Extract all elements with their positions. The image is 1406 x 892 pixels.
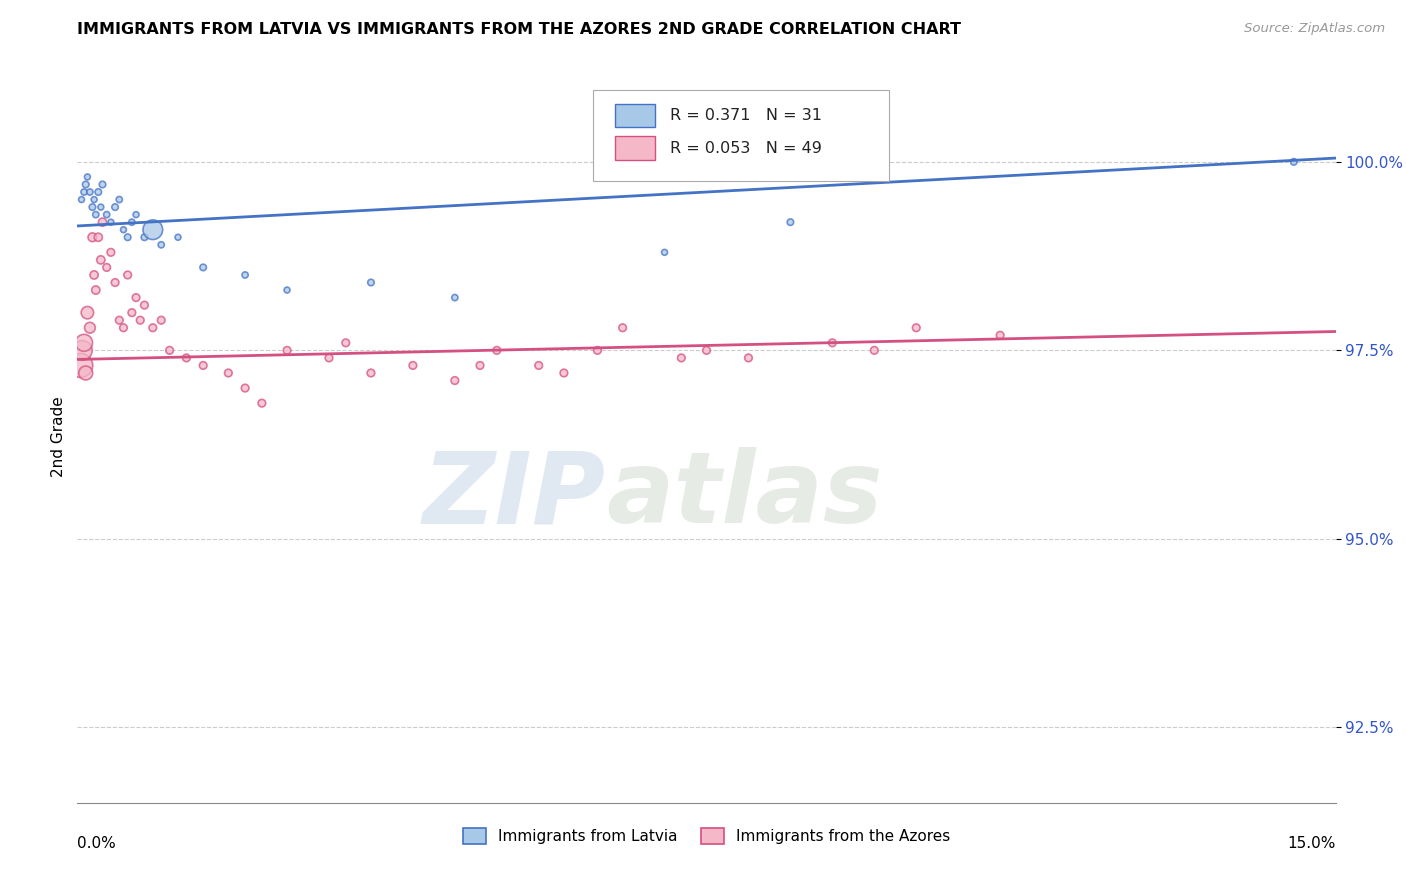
Point [335,335,357,350]
Point [142,223,165,237]
Point [91,215,114,229]
Point [104,276,127,290]
Point [360,366,382,380]
Point [96,208,118,222]
Point [121,215,143,229]
Point [167,230,190,244]
Point [159,343,181,358]
Y-axis label: 2nd Grade: 2nd Grade [51,397,66,477]
Point [100,245,122,260]
Point [91,178,114,192]
Point [125,291,148,305]
Point [1282,154,1305,169]
Text: ZIP: ZIP [423,447,606,544]
Point [276,343,298,358]
Point [905,320,928,334]
Point [83,193,105,207]
Point [84,208,107,222]
Text: IMMIGRANTS FROM LATVIA VS IMMIGRANTS FROM THE AZORES 2ND GRADE CORRELATION CHART: IMMIGRANTS FROM LATVIA VS IMMIGRANTS FRO… [77,22,962,37]
Point [142,320,165,334]
Point [217,366,239,380]
Point [360,276,382,290]
Point [779,215,801,229]
Point [79,320,101,334]
FancyBboxPatch shape [614,136,655,160]
Point [988,328,1011,343]
FancyBboxPatch shape [593,90,889,181]
Point [586,343,609,358]
Point [76,169,98,184]
Point [117,230,139,244]
Point [83,268,105,282]
Point [108,193,131,207]
Text: 0.0%: 0.0% [77,836,117,851]
Point [72,343,94,358]
Point [104,200,127,214]
Point [654,245,676,260]
Point [112,223,135,237]
Text: Source: ZipAtlas.com: Source: ZipAtlas.com [1244,22,1385,36]
Point [402,359,425,373]
Point [96,260,118,275]
Point [150,237,173,252]
Point [108,313,131,327]
Point [90,252,112,267]
Point [87,185,110,199]
Point [73,335,96,350]
Point [75,366,97,380]
Point [100,215,122,229]
Point [76,306,98,320]
Point [191,260,215,275]
Point [821,335,844,350]
Point [318,351,340,365]
Point [250,396,273,410]
Point [671,351,693,365]
Point [485,343,508,358]
Point [75,178,97,192]
Point [87,230,110,244]
Point [121,306,143,320]
Text: atlas: atlas [606,447,883,544]
Point [82,200,104,214]
Point [444,374,467,388]
Point [70,193,93,207]
Text: 15.0%: 15.0% [1288,836,1336,851]
Point [553,366,575,380]
Point [150,313,173,327]
Point [612,320,634,334]
FancyBboxPatch shape [614,103,655,127]
Point [233,381,256,395]
Point [125,208,148,222]
Point [191,359,215,373]
Point [233,268,256,282]
Point [468,359,491,373]
Point [737,351,759,365]
Point [117,268,139,282]
Point [176,351,198,365]
Point [79,185,101,199]
Text: R = 0.053   N = 49: R = 0.053 N = 49 [671,141,823,156]
Point [134,298,156,312]
Point [129,313,152,327]
Point [134,230,156,244]
Point [73,185,96,199]
Point [696,343,718,358]
Point [444,291,467,305]
Text: R = 0.371   N = 31: R = 0.371 N = 31 [671,108,823,123]
Point [276,283,298,297]
Point [82,230,104,244]
Point [863,343,886,358]
Point [90,200,112,214]
Legend: Immigrants from Latvia, Immigrants from the Azores: Immigrants from Latvia, Immigrants from … [457,822,956,850]
Point [527,359,550,373]
Point [112,320,135,334]
Point [84,283,107,297]
Point [69,359,91,373]
